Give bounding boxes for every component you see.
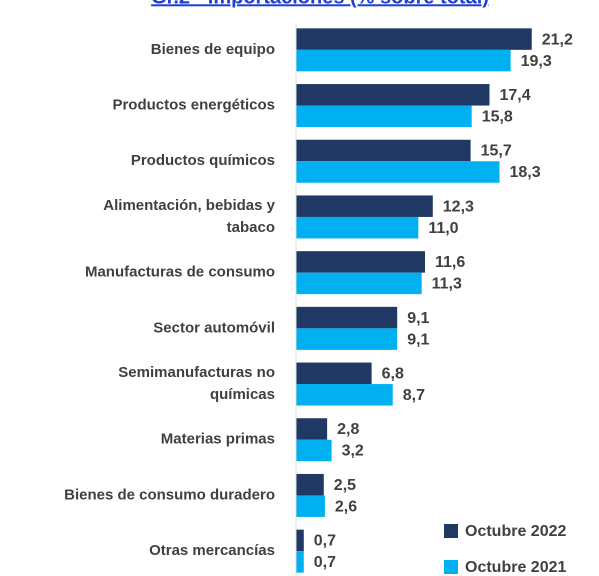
bar bbox=[296, 105, 472, 128]
category-label: Productos químicos bbox=[131, 152, 275, 169]
bar bbox=[296, 439, 332, 462]
legend-swatch bbox=[444, 524, 458, 538]
category-label: Bienes de equipo bbox=[151, 41, 275, 58]
value-label: 18,3 bbox=[509, 164, 540, 181]
bar bbox=[296, 49, 511, 72]
legend-label: Octubre 2022 bbox=[465, 523, 566, 540]
value-label: 0,7 bbox=[314, 554, 336, 571]
value-label: 3,2 bbox=[342, 443, 364, 460]
value-label: 19,3 bbox=[521, 53, 552, 70]
bar bbox=[296, 418, 328, 440]
value-label: 11,0 bbox=[428, 220, 458, 237]
bar bbox=[296, 551, 304, 573]
value-label: 9,1 bbox=[407, 331, 429, 348]
value-label: 21,2 bbox=[542, 31, 573, 48]
bar bbox=[296, 362, 372, 385]
value-label: 2,5 bbox=[334, 477, 356, 494]
legend-label: Octubre 2021 bbox=[465, 559, 566, 576]
category-label: Sector automóvil bbox=[153, 319, 275, 336]
value-label: 17,4 bbox=[499, 87, 530, 104]
bar bbox=[296, 328, 398, 350]
bar bbox=[296, 384, 393, 406]
bar bbox=[296, 195, 433, 217]
bar bbox=[296, 216, 419, 239]
bar bbox=[296, 306, 398, 329]
category-label: Bienes de consumo duradero bbox=[64, 486, 275, 503]
value-label: 2,8 bbox=[337, 421, 359, 438]
value-label: 15,8 bbox=[482, 109, 513, 126]
category-label: Productos energéticos bbox=[112, 97, 275, 114]
category-label: Materias primas bbox=[161, 431, 275, 448]
value-label: 0,7 bbox=[314, 533, 336, 550]
value-label: 9,1 bbox=[407, 310, 429, 327]
category-label: Semimanufacturas no químicas bbox=[118, 364, 275, 403]
bar bbox=[296, 139, 471, 162]
bar bbox=[296, 161, 500, 183]
value-label: 6,8 bbox=[382, 366, 404, 383]
value-label: 11,6 bbox=[435, 254, 465, 271]
value-label: 11,3 bbox=[432, 276, 462, 293]
bar bbox=[296, 251, 425, 273]
category-label: Otras mercancías bbox=[149, 542, 275, 559]
category-label: Manufacturas de consumo bbox=[85, 264, 275, 281]
value-label: 2,6 bbox=[335, 498, 357, 515]
category-label: Alimentación, bebidas y tabaco bbox=[103, 197, 275, 236]
bar bbox=[296, 529, 304, 552]
bar bbox=[296, 84, 490, 106]
value-label: 8,7 bbox=[403, 387, 425, 404]
value-label: 12,3 bbox=[443, 198, 474, 215]
bar bbox=[296, 272, 422, 295]
value-label: 15,7 bbox=[481, 143, 512, 160]
legend-swatch bbox=[444, 560, 458, 574]
bar bbox=[296, 473, 324, 496]
bar bbox=[296, 28, 532, 50]
bar bbox=[296, 495, 325, 517]
chart-title: Gr.2 - Importaciones (% sobre total) bbox=[151, 0, 489, 8]
